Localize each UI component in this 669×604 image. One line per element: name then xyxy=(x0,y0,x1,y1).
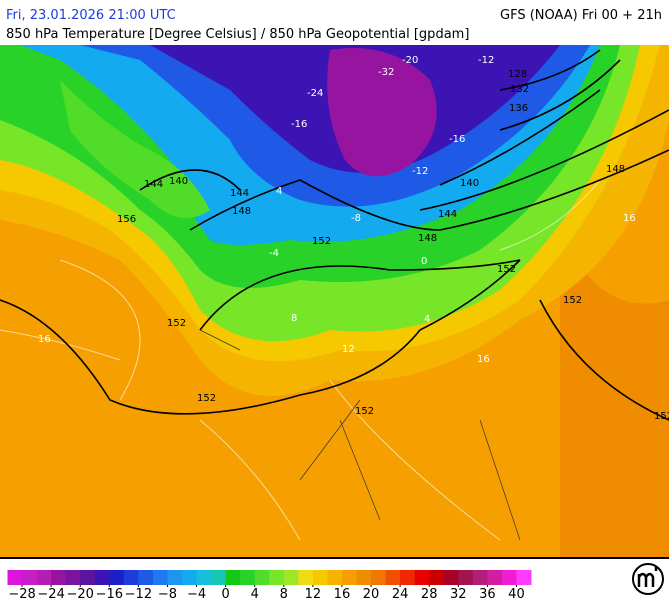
temp-label: -12 xyxy=(478,55,494,66)
tick-label: −8 xyxy=(158,587,177,600)
temp-label: -8 xyxy=(351,213,361,224)
temp-label: 0 xyxy=(421,256,427,267)
swatch xyxy=(51,570,67,585)
swatch xyxy=(109,570,125,585)
swatch xyxy=(196,570,212,585)
swatch xyxy=(371,570,387,585)
colorbar: −28 −24 −20 −16 −12 −8 −4 0 4 8 12 16 20 24 28 32 36 40 xyxy=(7,570,532,602)
datetime: Fri, 23.01.2026 21:00 UTC xyxy=(6,8,176,23)
contour-label: 148 xyxy=(418,233,437,244)
swatch xyxy=(312,570,328,585)
contour-label: 140 xyxy=(460,178,479,189)
swatch xyxy=(298,570,314,585)
contour-label: 140 xyxy=(169,176,188,187)
contour-label: 136 xyxy=(509,103,528,114)
contour-label: 144 xyxy=(230,188,249,199)
swatch xyxy=(65,570,81,585)
contour-label: 128 xyxy=(508,69,527,80)
contour-label: 152 xyxy=(167,318,186,329)
swatch xyxy=(167,570,183,585)
tick-label: 40 xyxy=(508,587,525,600)
contour-label: 156 xyxy=(117,214,136,225)
tick-label: 12 xyxy=(305,587,322,600)
swatch xyxy=(182,570,198,585)
swatch xyxy=(356,570,372,585)
swatch xyxy=(283,570,299,585)
model: GFS (NOAA) Fri 00 + 21h xyxy=(500,8,662,23)
contour-label: 144 xyxy=(438,209,457,220)
temp-label: 4 xyxy=(276,186,282,197)
tick-label: 4 xyxy=(251,587,259,600)
contour-label: 152 xyxy=(197,393,216,404)
temp-label: 4 xyxy=(424,314,430,325)
swatch xyxy=(80,570,96,585)
temp-label: -16 xyxy=(449,134,465,145)
temp-label: -20 xyxy=(402,55,418,66)
swatch xyxy=(443,570,459,585)
logo xyxy=(632,563,664,595)
tick-label: −28 xyxy=(8,587,35,600)
swatch xyxy=(487,570,503,585)
swatch xyxy=(138,570,154,585)
swatch xyxy=(225,570,241,585)
swatch xyxy=(36,570,52,585)
temp-label: 16 xyxy=(477,354,490,365)
contour-label: 152 xyxy=(497,264,516,275)
swatch xyxy=(501,570,517,585)
tick-label: 24 xyxy=(392,587,409,600)
map: 152 152 152 152 152 152 152 148 148 148 … xyxy=(0,45,669,558)
temp-label: -12 xyxy=(412,166,428,177)
swatch xyxy=(472,570,488,585)
swatch xyxy=(385,570,401,585)
contour-label: 144 xyxy=(144,179,163,190)
temp-label: 16 xyxy=(38,334,51,345)
tick-label: 28 xyxy=(421,587,438,600)
tick-label: −12 xyxy=(125,587,152,600)
tick-label: −4 xyxy=(187,587,206,600)
tick-label: 20 xyxy=(363,587,380,600)
tick-label: 32 xyxy=(450,587,467,600)
contour-label: 148 xyxy=(232,206,251,217)
temp-label: 8 xyxy=(291,313,297,324)
tick-label: 36 xyxy=(479,587,496,600)
swatch xyxy=(240,570,256,585)
contour-label: 132 xyxy=(510,84,529,95)
swatch xyxy=(123,570,139,585)
swatch xyxy=(254,570,270,585)
contour-label: 152 xyxy=(563,295,582,306)
tick-label: −20 xyxy=(66,587,93,600)
tick-label: −24 xyxy=(37,587,64,600)
temp-label: -16 xyxy=(291,119,307,130)
tick-label: −16 xyxy=(96,587,123,600)
contour-label: 152 xyxy=(312,236,331,247)
swatch xyxy=(94,570,110,585)
swatch xyxy=(7,570,23,585)
temp-label: 12 xyxy=(342,344,355,355)
temp-label: -32 xyxy=(378,67,394,78)
swatch xyxy=(22,570,38,585)
temp-label: 16 xyxy=(623,213,636,224)
tick-label: 0 xyxy=(221,587,229,600)
contour-label: 152 xyxy=(355,406,374,417)
tick-label: 16 xyxy=(334,587,351,600)
subtitle: 850 hPa Temperature [Degree Celsius] / 8… xyxy=(6,27,469,42)
temp-label: -24 xyxy=(307,88,323,99)
temp-label: -4 xyxy=(269,248,279,259)
swatch xyxy=(400,570,416,585)
swatch xyxy=(414,570,430,585)
tick-label: 8 xyxy=(280,587,288,600)
swatch xyxy=(327,570,343,585)
swatch xyxy=(429,570,445,585)
swatch xyxy=(516,570,532,585)
swatch xyxy=(152,570,168,585)
swatch xyxy=(341,570,357,585)
swatch xyxy=(458,570,474,585)
contour-label: 152 xyxy=(654,411,669,422)
contour-label: 148 xyxy=(606,164,625,175)
swatch xyxy=(211,570,227,585)
swatch xyxy=(269,570,285,585)
